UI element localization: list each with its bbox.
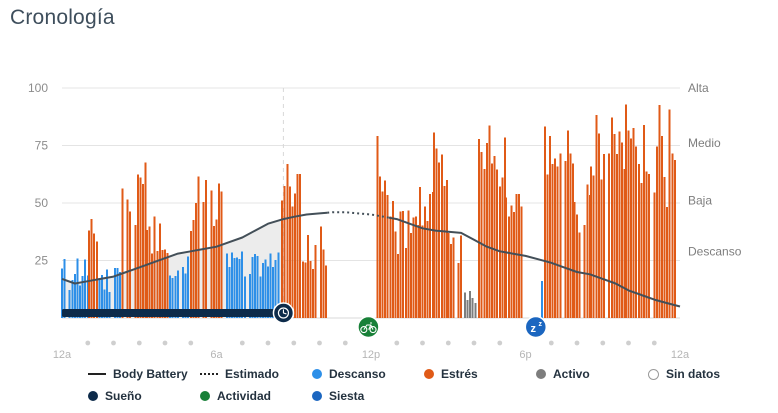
legend-label: Actividad (217, 389, 272, 403)
siesta-swatch-icon (312, 391, 322, 401)
zone-label: Descanso (688, 244, 742, 258)
hour-dot (265, 340, 271, 346)
x-axis-tick-label: 6a (210, 349, 223, 361)
hour-dot (471, 340, 477, 346)
hour-dot (85, 340, 91, 346)
svg-text:z: z (531, 323, 537, 335)
hour-dot (162, 340, 168, 346)
zone-label: Baja (688, 194, 712, 208)
hour-dot (317, 340, 322, 346)
body-battery-swatch-icon (88, 373, 106, 375)
hour-dot (651, 340, 657, 346)
chart-legend: Body Battery Estimado Descanso Estrés Activo… (88, 363, 760, 407)
hour-dot (111, 340, 116, 346)
actividad-swatch-icon (200, 391, 210, 401)
body-battery-line-evening (388, 216, 681, 308)
hour-dot (342, 340, 348, 346)
y-axis-tick-label: 50 (35, 196, 49, 210)
legend-label: Sin datos (666, 367, 721, 381)
hour-axis: 12a 6a 12p 6p 12a (53, 340, 690, 361)
estimado-swatch-icon (200, 373, 218, 375)
hour-dot (188, 340, 194, 346)
timeline-chart[interactable]: z z 12a 6a 12p 6p 12a 100 75 50 25 Alta Medio Baja Des… (0, 46, 778, 368)
y-axis-tick-label: 25 (35, 254, 49, 268)
legend-label: Body Battery (113, 367, 188, 381)
y-axis-tick-label: 75 (35, 139, 49, 153)
x-axis-tick-label: 12p (362, 349, 380, 361)
legend-label: Siesta (329, 389, 365, 403)
legend-item-actividad: Actividad (200, 389, 312, 403)
sleep-timeline-bar[interactable] (62, 309, 284, 317)
legend-item-estres: Estrés (424, 367, 536, 381)
x-axis-tick-label: 12a (671, 349, 690, 361)
legend-item-activo: Activo (536, 367, 648, 381)
legend-item-estimado: Estimado (200, 367, 312, 381)
hour-dot (420, 340, 425, 346)
hour-dot (574, 340, 580, 346)
activity-bicycle-icon[interactable] (357, 315, 380, 339)
timeline-chart-container: z z 12a 6a 12p 6p 12a 100 75 50 25 Alta Medio Baja Des… (0, 46, 778, 368)
body-battery-line (61, 211, 328, 285)
hour-dot (394, 340, 400, 346)
hour-dot (445, 340, 451, 346)
x-axis-tick-label: 6p (519, 349, 531, 361)
legend-label: Activo (553, 367, 590, 381)
hour-dot (136, 340, 142, 346)
y-axis-tick-label: 100 (28, 81, 48, 95)
legend-item-siesta: Siesta (312, 389, 424, 403)
legend-row-1: Body Battery Estimado Descanso Estrés Activo… (88, 363, 760, 385)
sin-datos-swatch-icon (648, 368, 659, 380)
hour-dot (291, 340, 297, 346)
sueno-swatch-icon (88, 391, 98, 401)
hour-dot (239, 340, 245, 346)
activo-swatch-icon (536, 369, 546, 379)
legend-item-sin-datos: Sin datos (648, 367, 760, 381)
legend-label: Descanso (329, 367, 386, 381)
zone-label: Medio (688, 136, 721, 150)
zone-label: Alta (688, 81, 709, 95)
estres-swatch-icon (424, 369, 434, 379)
x-axis-tick-label: 12a (53, 349, 72, 361)
legend-row-2: Sueño Actividad Siesta (88, 385, 760, 407)
legend-label: Estrés (441, 367, 478, 381)
legend-item-descanso: Descanso (312, 367, 424, 381)
legend-item-sueno: Sueño (88, 389, 200, 403)
hour-dot (626, 340, 631, 346)
legend-item-body-battery: Body Battery (88, 367, 200, 381)
sleep-end-clock-icon[interactable] (272, 302, 295, 324)
hour-dot (600, 340, 606, 346)
legend-label: Sueño (105, 389, 142, 403)
hour-dot (497, 340, 503, 346)
legend-label: Estimado (225, 367, 280, 381)
body-battery-estimated-line (327, 211, 390, 219)
svg-text:z: z (539, 321, 543, 328)
hour-dot (548, 340, 554, 346)
page-title: Cronología (10, 6, 115, 29)
descanso-swatch-icon (312, 369, 322, 379)
